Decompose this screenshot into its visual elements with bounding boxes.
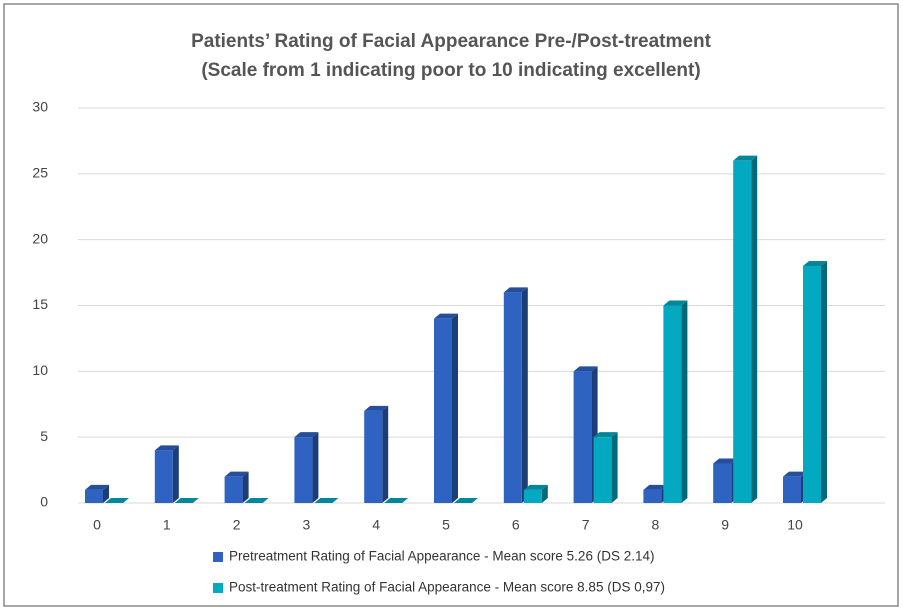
bar-top — [434, 313, 458, 319]
bar-side — [751, 155, 758, 503]
y-tick-label: 15 — [32, 296, 48, 312]
bar-side — [103, 484, 109, 503]
legend-swatch — [213, 552, 223, 562]
legend-label: Post-treatment Rating of Facial Appearan… — [229, 580, 665, 595]
bar-top — [224, 471, 249, 477]
bar-side — [172, 445, 179, 503]
bar-top — [244, 498, 269, 503]
bar — [573, 371, 592, 503]
bar-side — [541, 484, 548, 503]
bar — [663, 305, 682, 503]
bar-top — [174, 498, 199, 503]
legend-swatch — [213, 583, 223, 593]
bar-top — [314, 498, 339, 503]
x-tick-label: 3 — [303, 517, 311, 533]
x-tick-label: 9 — [721, 517, 729, 533]
x-tick-label: 8 — [652, 517, 660, 533]
x-tick-label: 6 — [512, 517, 520, 533]
x-tick-label: 10 — [787, 517, 803, 533]
bar-top — [713, 458, 738, 464]
x-tick-label: 4 — [372, 517, 380, 533]
bar-top — [733, 155, 758, 161]
bar-top — [593, 432, 618, 438]
bar — [523, 489, 542, 503]
bar-side — [452, 313, 458, 503]
y-tick-label: 0 — [40, 494, 48, 510]
x-tick-label: 5 — [442, 517, 450, 533]
y-tick-label: 20 — [32, 230, 48, 246]
bar — [294, 437, 313, 503]
x-tick-label: 1 — [163, 517, 171, 533]
bar-top — [803, 261, 827, 266]
bar-top — [523, 484, 548, 490]
bar-top — [454, 498, 478, 503]
bar-top — [573, 366, 598, 372]
y-tick-label: 25 — [32, 165, 48, 181]
bar — [85, 489, 103, 503]
x-tick-label: 7 — [582, 517, 590, 533]
bar — [503, 292, 522, 503]
legend-label: Pretreatment Rating of Facial Appearance… — [229, 549, 654, 564]
bar-top — [85, 484, 109, 490]
bar-side — [242, 471, 249, 503]
bar-side — [312, 432, 319, 503]
bar — [733, 160, 752, 503]
bar — [713, 463, 732, 503]
bar-side — [821, 261, 827, 503]
bar-side — [382, 405, 389, 503]
bar — [434, 318, 452, 503]
y-tick-label: 30 — [32, 99, 48, 115]
bar-side — [681, 300, 688, 503]
bar-top — [783, 471, 807, 477]
bar — [224, 476, 243, 503]
y-tick-label: 10 — [32, 362, 48, 378]
bar-side — [521, 287, 528, 503]
bar-top — [643, 484, 668, 490]
y-tick-label: 5 — [40, 428, 48, 444]
bar — [643, 489, 662, 503]
bar — [783, 476, 801, 503]
bar-top — [503, 287, 528, 293]
bar-top — [663, 300, 688, 306]
bar — [364, 410, 383, 503]
chart-title: Patients’ Rating of Facial Appearance Pr… — [191, 31, 711, 52]
bar — [154, 450, 173, 503]
bar-side — [611, 432, 618, 503]
bar-top — [384, 498, 409, 503]
bar-top — [294, 432, 319, 438]
x-tick-label: 2 — [233, 517, 241, 533]
bar-top — [105, 498, 129, 503]
bar-top — [154, 445, 179, 451]
chart-subtitle: (Scale from 1 indicating poor to 10 indi… — [201, 60, 700, 81]
x-tick-label: 0 — [93, 517, 101, 533]
bar — [593, 437, 612, 503]
bar — [803, 266, 821, 503]
bar-top — [364, 405, 389, 411]
